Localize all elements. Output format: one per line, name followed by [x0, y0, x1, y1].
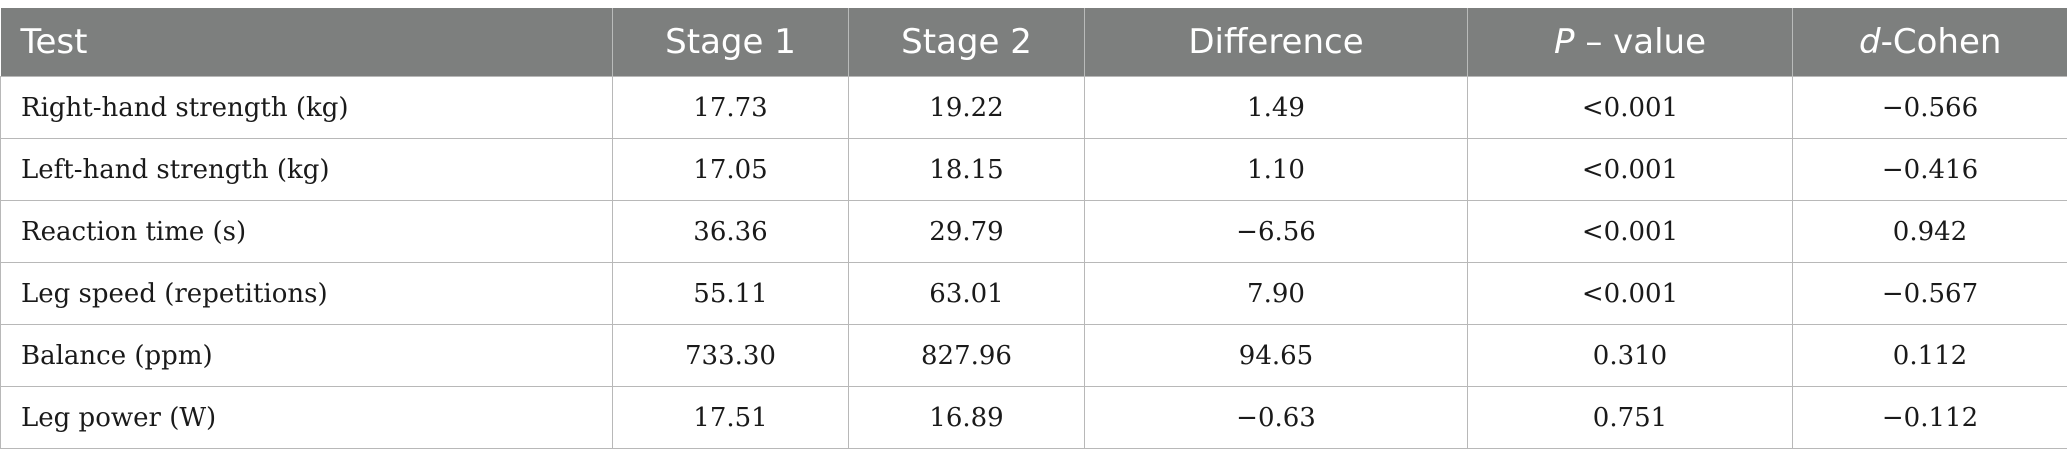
table-body: Right-hand strength (kg) 17.73 19.22 1.4… [0, 76, 2067, 449]
cell-stage-1: 17.73 [612, 76, 849, 139]
cohen-suffix: -Cohen [1880, 22, 2002, 62]
cell-p-value: <0.001 [1467, 76, 1793, 139]
cell-p-value: <0.001 [1467, 138, 1793, 201]
p-value-suffix: – value [1574, 22, 1706, 62]
header-row: Test Stage 1 Stage 2 Difference P – valu… [0, 8, 2067, 77]
header-difference: Difference [1084, 8, 1468, 77]
header-stage-2: Stage 2 [848, 8, 1085, 77]
header-test: Test [0, 8, 613, 77]
cell-test: Reaction time (s) [0, 200, 613, 263]
table-row: Right-hand strength (kg) 17.73 19.22 1.4… [0, 76, 2067, 139]
table-row: Reaction time (s) 36.36 29.79 −6.56 <0.0… [0, 200, 2067, 263]
cell-difference: 1.49 [1084, 76, 1468, 139]
header-stage-1: Stage 1 [612, 8, 849, 77]
cell-difference: −6.56 [1084, 200, 1468, 263]
cell-test: Right-hand strength (kg) [0, 76, 613, 139]
cell-cohen-d: −0.567 [1792, 262, 2067, 325]
cell-stage-2: 18.15 [848, 138, 1085, 201]
cell-difference: 94.65 [1084, 324, 1468, 387]
cell-difference: −0.63 [1084, 386, 1468, 449]
cell-difference: 1.10 [1084, 138, 1468, 201]
table-row: Leg speed (repetitions) 55.11 63.01 7.90… [0, 262, 2067, 325]
cell-stage-2: 19.22 [848, 76, 1085, 139]
table-row: Balance (ppm) 733.30 827.96 94.65 0.310 … [0, 324, 2067, 387]
cell-stage-2: 29.79 [848, 200, 1085, 263]
cell-difference: 7.90 [1084, 262, 1468, 325]
cell-test: Balance (ppm) [0, 324, 613, 387]
p-symbol: P [1554, 22, 1575, 62]
results-table: Test Stage 1 Stage 2 Difference P – valu… [0, 8, 2067, 449]
cell-cohen-d: 0.942 [1792, 200, 2067, 263]
results-table-container: Test Stage 1 Stage 2 Difference P – valu… [0, 8, 2067, 449]
cell-cohen-d: −0.112 [1792, 386, 2067, 449]
cell-stage-1: 17.51 [612, 386, 849, 449]
cell-stage-1: 36.36 [612, 200, 849, 263]
table-row: Left-hand strength (kg) 17.05 18.15 1.10… [0, 138, 2067, 201]
cell-stage-1: 733.30 [612, 324, 849, 387]
cell-test: Leg speed (repetitions) [0, 262, 613, 325]
cell-p-value: <0.001 [1467, 262, 1793, 325]
cell-p-value: 0.310 [1467, 324, 1793, 387]
cell-stage-2: 16.89 [848, 386, 1085, 449]
cell-cohen-d: −0.416 [1792, 138, 2067, 201]
cell-test: Left-hand strength (kg) [0, 138, 613, 201]
table-row: Leg power (W) 17.51 16.89 −0.63 0.751 −0… [0, 386, 2067, 449]
cell-stage-2: 827.96 [848, 324, 1085, 387]
cell-stage-2: 63.01 [848, 262, 1085, 325]
cell-cohen-d: −0.566 [1792, 76, 2067, 139]
header-p-value: P – value [1467, 8, 1793, 77]
cell-stage-1: 55.11 [612, 262, 849, 325]
table-header: Test Stage 1 Stage 2 Difference P – valu… [0, 8, 2067, 77]
header-cohen-d: d-Cohen [1792, 8, 2067, 77]
cell-cohen-d: 0.112 [1792, 324, 2067, 387]
d-symbol: d [1859, 22, 1881, 62]
cell-p-value: 0.751 [1467, 386, 1793, 449]
cell-test: Leg power (W) [0, 386, 613, 449]
cell-stage-1: 17.05 [612, 138, 849, 201]
cell-p-value: <0.001 [1467, 200, 1793, 263]
